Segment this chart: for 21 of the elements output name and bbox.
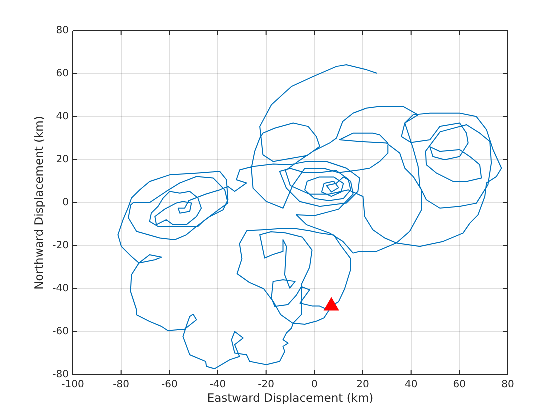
x-tick-label: -100 [62,380,84,391]
x-axis-title: Eastward Displacement (km) [207,391,374,406]
x-tick-label: -80 [113,380,130,391]
y-tick-label: -80 [52,370,69,381]
x-tick-label: -20 [258,380,275,391]
x-tick-label: -60 [161,380,178,391]
y-tick-label: 0 [62,198,69,209]
y-tick-label: -40 [52,284,69,295]
y-tick-label: -60 [52,326,69,338]
x-tick-label: 0 [311,380,318,391]
y-tick-label: 20 [56,154,69,166]
y-axis-title: Northward Displacement (km) [32,116,46,290]
x-tick-label: 80 [502,380,514,391]
y-tick-label: 60 [56,68,69,80]
x-tick-label: 20 [356,380,370,391]
y-tick-label: -20 [52,240,69,252]
x-tick-label: -40 [210,380,226,391]
x-tick-label: 40 [404,380,418,391]
x-tick-label: 60 [453,380,466,391]
y-tick-label: 40 [56,112,69,123]
y-tick-label: 80 [56,26,69,37]
